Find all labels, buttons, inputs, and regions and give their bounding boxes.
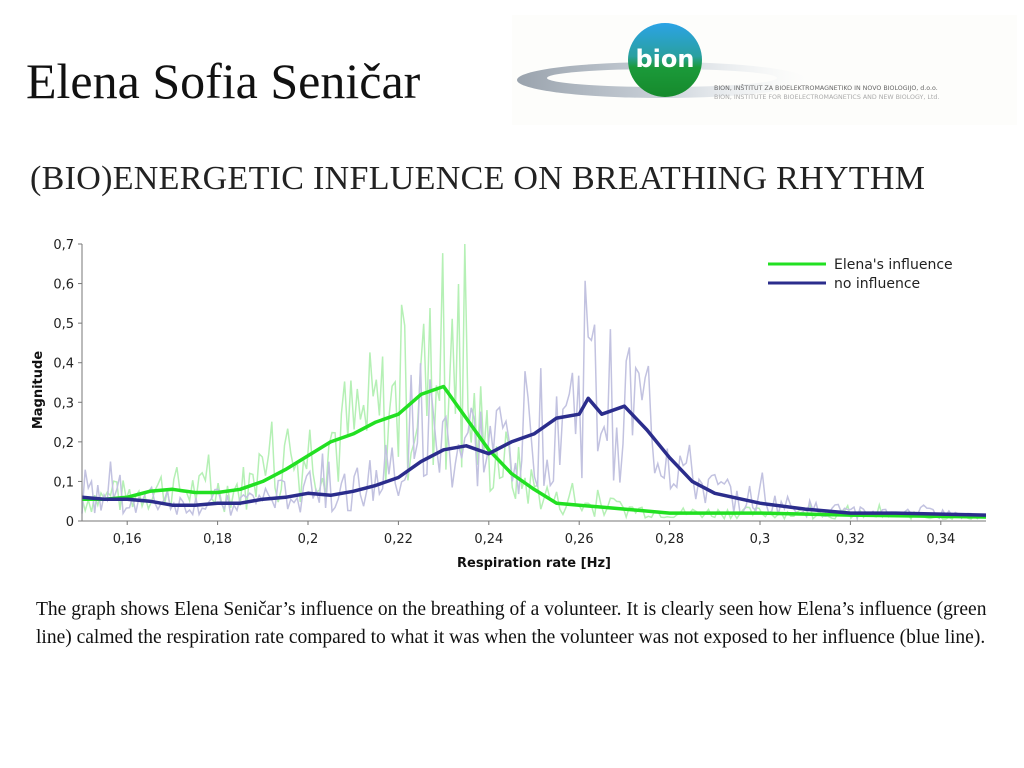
logo-line-2: BION, INSTITUTE FOR BIOELECTROMAGNETICS … xyxy=(714,94,939,101)
bion-logo-graphic: bion BION, INŠTITUT ZA BIOELEKTROMAGNETI… xyxy=(517,23,939,101)
x-axis-label: Respiration rate [Hz] xyxy=(457,556,611,571)
x-tick-label: 0,3 xyxy=(750,532,771,547)
y-tick-label: 0,2 xyxy=(53,436,74,451)
raw-series-1 xyxy=(81,280,984,522)
logo-mark: bion xyxy=(636,45,695,73)
y-tick-label: 0,1 xyxy=(53,475,74,490)
slide-subtitle: (BIO)ENERGETIC INFLUENCE ON BREATHING RH… xyxy=(30,160,926,197)
y-axis-label: Magnitude xyxy=(31,351,46,430)
x-tick-label: 0,28 xyxy=(655,532,684,547)
y-tick-label: 0,7 xyxy=(53,238,74,253)
logo-globe xyxy=(628,23,702,97)
x-tick-label: 0,24 xyxy=(474,532,503,547)
x-tick-label: 0,32 xyxy=(836,532,865,547)
legend: Elena's influence no influence xyxy=(768,257,953,292)
x-tick-label: 0,22 xyxy=(384,532,413,547)
x-tick-label: 0,34 xyxy=(926,532,955,547)
slide-title: Elena Sofia Seničar xyxy=(26,53,421,109)
y-tick-label: 0,6 xyxy=(53,278,74,293)
x-tick-label: 0,2 xyxy=(298,532,319,547)
y-tick-label: 0,5 xyxy=(53,317,74,332)
y-tick-label: 0,3 xyxy=(53,396,74,411)
series-line-no-influence xyxy=(81,396,987,517)
legend-label-blue: no influence xyxy=(834,276,920,292)
logo-line-1: BION, INŠTITUT ZA BIOELEKTROMAGNETIKO IN… xyxy=(714,83,938,92)
y-tick-label: 0 xyxy=(66,515,74,530)
bion-logo: bion BION, INŠTITUT ZA BIOELEKTROMAGNETI… xyxy=(512,15,1017,125)
x-tick-label: 0,16 xyxy=(113,532,142,547)
series-line-elenas-influence xyxy=(82,384,987,519)
y-tick-label: 0,4 xyxy=(53,357,74,372)
x-tick-label: 0,18 xyxy=(203,532,232,547)
respiration-chart: 0 0,1 0,2 0,3 0,4 0,5 0,6 0,7 0,16 0,18 0,2 0,22 0,2… xyxy=(31,238,987,571)
legend-label-green: Elena's influence xyxy=(834,257,953,273)
slide-caption: The graph shows Elena Seničar’s influenc… xyxy=(36,599,987,648)
raw-series-0 xyxy=(81,243,985,521)
x-tick-label: 0,26 xyxy=(565,532,594,547)
